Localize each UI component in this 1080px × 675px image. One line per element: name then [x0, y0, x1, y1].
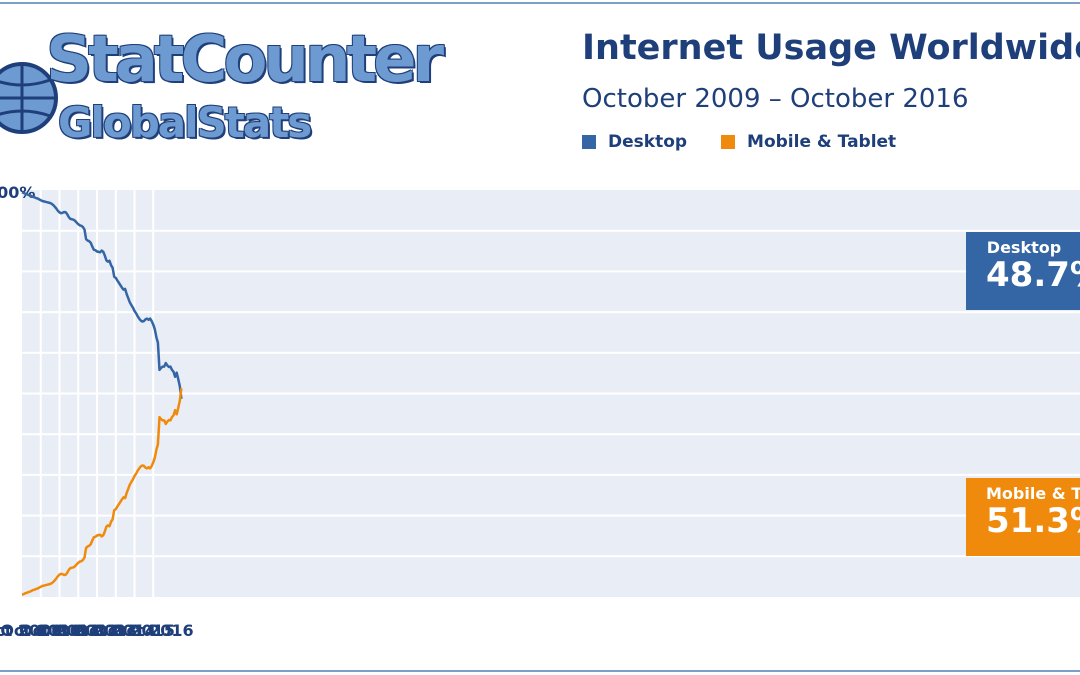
- legend-swatch-mobile-tablet: [721, 135, 736, 149]
- series-line-desktop: [21, 191, 183, 399]
- x-tick-label: Oct 2012: [38, 621, 119, 640]
- series-line-mobile-tablet: [21, 388, 183, 596]
- x-tick-label: Oct 2013: [57, 621, 138, 640]
- x-tick-label: Oct 2011: [19, 621, 100, 640]
- legend-label-mobile-tablet: Mobile & Tablet: [747, 132, 897, 152]
- mobile-tablet-callout-label: Mobile & Tablet: [986, 484, 1080, 503]
- x-tick-label: Oct 2014: [75, 621, 156, 640]
- chart-title: Internet Usage Worldwide: [582, 28, 1080, 68]
- desktop-value-callout: Desktop 48.7%: [966, 232, 1080, 310]
- y-tick-label: 100%: [0, 183, 35, 202]
- frame-top-border: [0, 2, 1080, 4]
- logo-main-text: StatCounter: [46, 23, 444, 97]
- x-tick-label: Oct 2010: [0, 621, 81, 640]
- legend-item-desktop[interactable]: Desktop: [582, 132, 687, 152]
- mobile-tablet-value-callout: Mobile & Tablet 51.3%: [966, 478, 1080, 556]
- statcounter-logo[interactable]: StatCounter GlobalStats: [0, 28, 540, 158]
- chart-legend: Desktop Mobile & Tablet: [582, 132, 916, 152]
- x-tick-label: Oct 2016: [113, 621, 194, 640]
- x-tick-label: Oct 2009: [0, 621, 62, 640]
- frame-bottom-border: [0, 670, 1080, 672]
- x-tick-label: Oct 2015: [94, 621, 175, 640]
- chart-subtitle: October 2009 – October 2016: [582, 84, 969, 114]
- desktop-callout-value: 48.7%: [986, 255, 1080, 295]
- globe-icon: [0, 62, 58, 134]
- desktop-callout-label: Desktop: [986, 238, 1062, 257]
- mobile-tablet-callout-value: 51.3%: [986, 501, 1080, 541]
- logo-sub-text: GlobalStats: [58, 98, 312, 147]
- legend-swatch-desktop: [582, 135, 596, 149]
- legend-item-mobile-tablet[interactable]: Mobile & Tablet: [721, 132, 896, 152]
- legend-label-desktop: Desktop: [608, 132, 688, 152]
